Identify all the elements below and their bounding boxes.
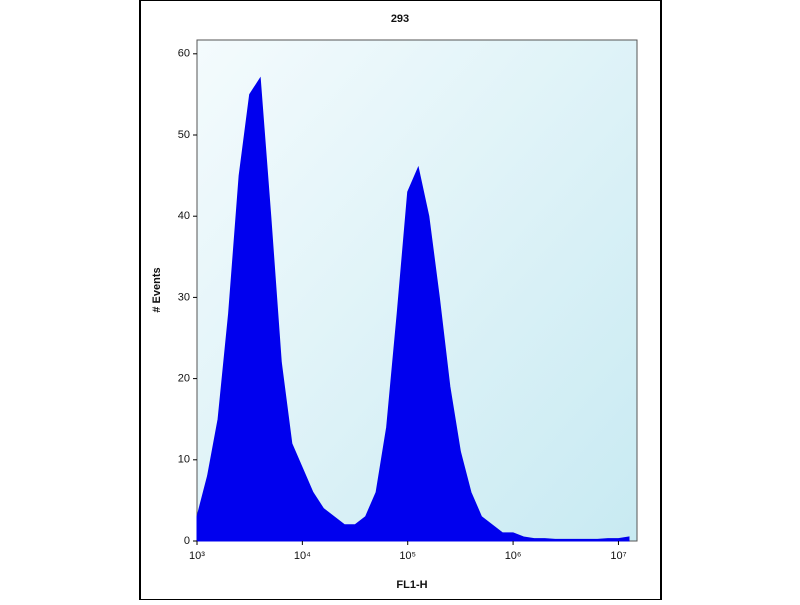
y-tick-label: 50 [178,129,190,141]
y-tick-label: 30 [178,291,190,303]
x-tick-label: 10⁵ [399,550,416,562]
chart-title: 293 [391,13,409,25]
x-tick-label: 10⁷ [610,550,626,562]
y-tick-label: 60 [178,48,190,60]
y-tick-label: 0 [184,535,190,547]
y-tick-label: 20 [178,373,190,385]
y-axis-label: # Events [151,267,163,312]
y-tick-label: 10 [178,454,190,466]
x-axis-label: FL1-H [396,579,427,591]
y-tick-label: 40 [178,210,190,222]
x-tick-label: 10³ [189,550,205,562]
x-tick-label: 10⁶ [505,550,522,562]
x-tick-label: 10⁴ [294,550,311,562]
histogram-area [196,76,630,542]
